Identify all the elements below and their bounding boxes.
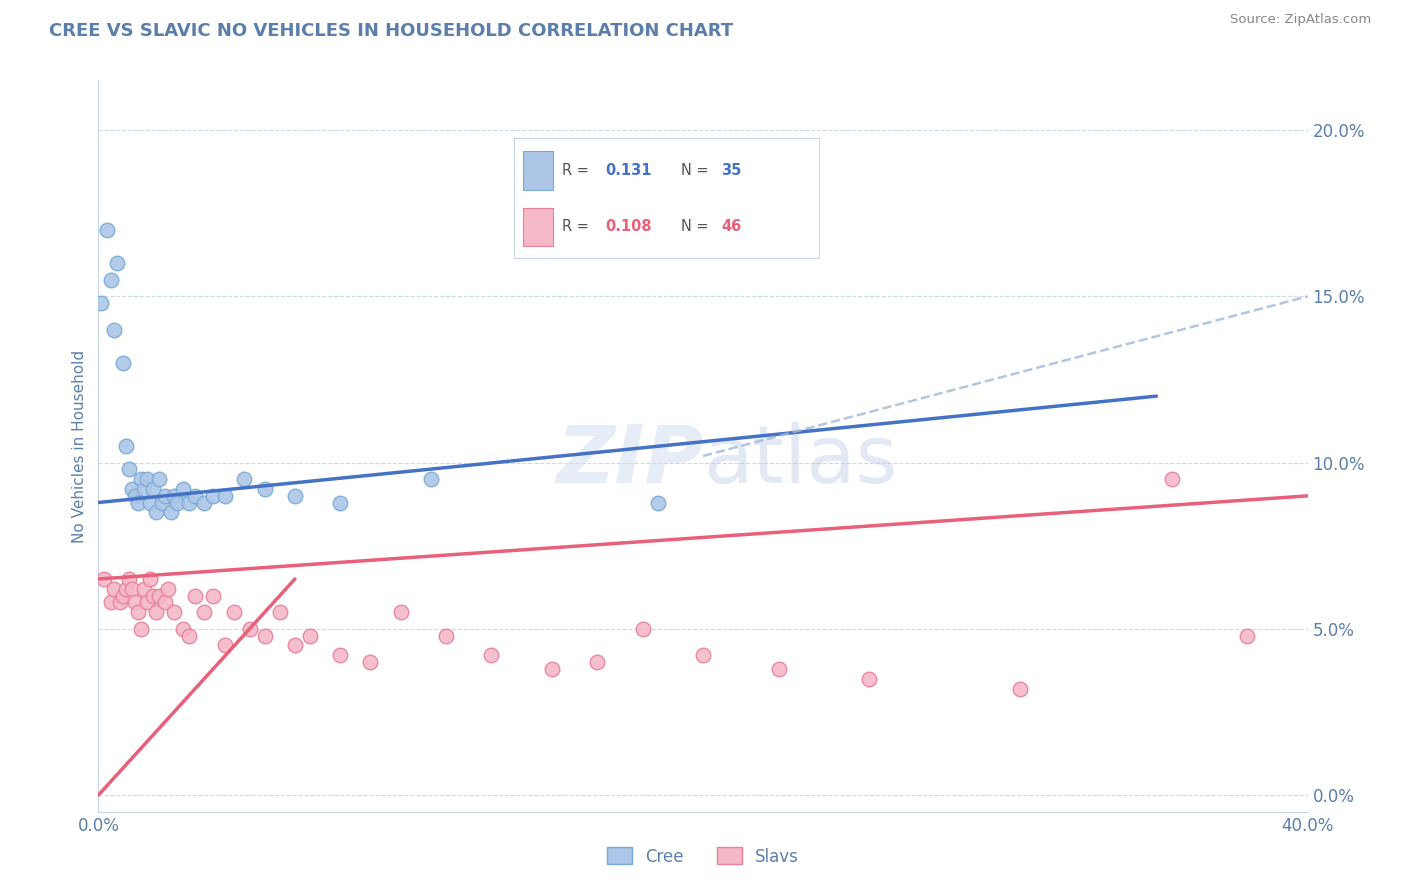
Point (179, 495, 201, 509)
Point (111, 589, 134, 603)
Point (100, 273, 122, 287)
Point (153, 489, 176, 503)
Point (121, 482, 143, 496)
Text: N =: N = (682, 219, 714, 235)
Text: atlas: atlas (703, 422, 897, 500)
Point (93, 572, 115, 586)
Point (163, 489, 186, 503)
Text: 46: 46 (721, 219, 741, 235)
Point (114, 582, 136, 596)
Point (202, 489, 225, 503)
Point (139, 572, 162, 586)
Point (420, 472, 443, 486)
Point (129, 472, 152, 486)
Text: CREE VS SLAVIC NO VEHICLES IN HOUSEHOLD CORRELATION CHART: CREE VS SLAVIC NO VEHICLES IN HOUSEHOLD … (49, 22, 734, 40)
Point (214, 639, 236, 653)
Point (90, 296, 112, 310)
Point (184, 589, 207, 603)
Text: N =: N = (682, 163, 714, 178)
Point (858, 672, 880, 686)
Point (1160, 472, 1182, 486)
Point (232, 472, 254, 486)
Point (100, 595, 122, 609)
Point (329, 648, 352, 663)
Point (118, 462, 141, 476)
Point (142, 589, 165, 603)
Point (692, 648, 714, 663)
Point (139, 495, 162, 509)
Point (540, 662, 562, 676)
Text: 0.131: 0.131 (605, 163, 651, 178)
Point (172, 622, 194, 636)
Point (253, 628, 276, 642)
Point (202, 589, 225, 603)
Point (299, 628, 322, 642)
Y-axis label: No Vehicles in Household: No Vehicles in Household (72, 350, 87, 542)
Point (103, 323, 125, 337)
Point (153, 595, 176, 609)
Point (329, 495, 352, 509)
Point (179, 628, 201, 642)
Text: R =: R = (562, 219, 593, 235)
Text: 35: 35 (721, 163, 741, 178)
Point (284, 639, 307, 653)
Point (135, 595, 157, 609)
FancyBboxPatch shape (523, 151, 553, 190)
Point (1010, 681, 1032, 696)
Point (163, 605, 186, 619)
Point (124, 489, 146, 503)
Point (111, 356, 134, 370)
Point (239, 622, 262, 636)
Point (434, 628, 457, 642)
Point (135, 472, 157, 486)
Point (156, 582, 179, 596)
Point (647, 495, 669, 509)
Point (96, 223, 118, 237)
Point (481, 648, 503, 663)
Point (360, 655, 382, 669)
Point (1236, 628, 1258, 642)
Point (132, 482, 155, 496)
Point (103, 582, 125, 596)
Text: ZIP: ZIP (555, 422, 703, 500)
Point (224, 605, 246, 619)
Point (108, 595, 131, 609)
Point (253, 482, 276, 496)
Point (166, 495, 188, 509)
Point (631, 622, 654, 636)
Text: R =: R = (562, 163, 593, 178)
Point (184, 489, 207, 503)
Point (145, 605, 167, 619)
Legend: Cree, Slavs: Cree, Slavs (607, 847, 799, 865)
Point (148, 589, 170, 603)
Point (172, 482, 194, 496)
Point (132, 582, 155, 596)
Point (193, 605, 215, 619)
Point (148, 472, 170, 486)
Text: 0.108: 0.108 (605, 219, 652, 235)
Point (586, 655, 609, 669)
Point (214, 489, 236, 503)
Point (389, 605, 412, 619)
Point (193, 495, 215, 509)
Point (145, 506, 167, 520)
Point (121, 582, 143, 596)
Point (118, 572, 141, 586)
Point (142, 482, 165, 496)
FancyBboxPatch shape (523, 208, 553, 246)
Point (269, 605, 291, 619)
Point (150, 495, 173, 509)
Point (768, 662, 790, 676)
Point (124, 595, 146, 609)
Point (127, 495, 149, 509)
Point (160, 506, 183, 520)
Point (114, 439, 136, 453)
Point (129, 622, 152, 636)
Point (284, 489, 307, 503)
Point (127, 605, 149, 619)
Point (105, 256, 128, 270)
Text: Source: ZipAtlas.com: Source: ZipAtlas.com (1230, 13, 1371, 27)
